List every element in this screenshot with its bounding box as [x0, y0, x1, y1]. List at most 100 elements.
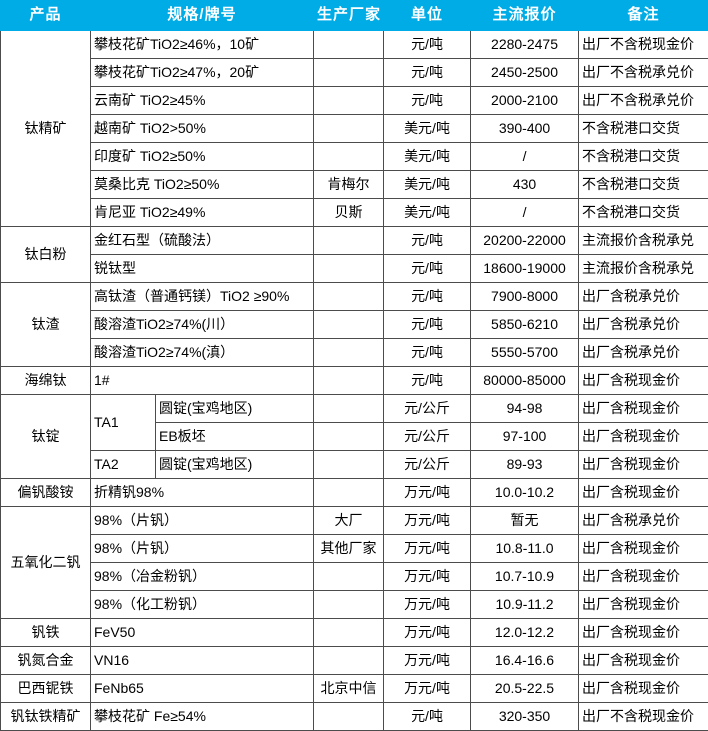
price-cell: 430: [470, 170, 580, 199]
remark-cell: 出厂不含税承兑价: [578, 86, 708, 115]
product-category-cell: 钒铁: [0, 618, 91, 647]
remark-cell: 主流报价含税承兑: [578, 254, 708, 283]
table-row: 攀枝花矿TiO2≥47%，20矿 元/吨 2450-2500 出厂不含税承兑价: [1, 58, 708, 87]
table-row: 印度矿 TiO2≥50% 美元/吨 / 不含税港口交货: [1, 142, 708, 171]
grade-cell: TA1: [90, 394, 156, 451]
manufacturer-cell: [313, 226, 385, 255]
unit-cell: 万元/吨: [383, 506, 472, 535]
remark-cell: 出厂含税现金价: [578, 394, 708, 423]
price-cell: 10.7-10.9: [470, 562, 580, 591]
unit-cell: 元/公斤: [383, 422, 472, 451]
price-cell: 390-400: [470, 114, 580, 143]
table-row: 钒氮合金 VN16 万元/吨 16.4-16.6 出厂含税现金价: [0, 646, 708, 675]
header-cell-manufacturer: 生产厂家: [313, 0, 385, 31]
spec-cell: 圆锭(宝鸡地区): [154, 394, 315, 423]
remark-cell: 出厂含税承兑价: [578, 310, 708, 339]
remark-cell: 出厂不含税现金价: [578, 30, 708, 59]
spec-cell: 98%（片钒）: [89, 534, 315, 563]
remark-cell: 不含税港口交货: [578, 114, 708, 143]
spec-cell: 攀枝花矿 Fe≥54%: [89, 702, 315, 731]
remark-cell: 出厂含税承兑价: [578, 282, 708, 311]
spec-cell: 印度矿 TiO2≥50%: [89, 142, 315, 171]
table-row: 钒钛铁精矿 攀枝花矿 Fe≥54% 元/吨 320-350 出厂不含税现金价: [0, 702, 708, 731]
remark-cell: 主流报价含税承兑: [578, 226, 708, 255]
price-cell: 20200-22000: [470, 226, 580, 255]
header-cell-spec: 规格/牌号: [89, 0, 315, 31]
price-cell: 2450-2500: [470, 58, 580, 87]
manufacturer-cell: [313, 30, 385, 59]
unit-cell: 元/吨: [383, 30, 472, 59]
table-row: TA2 圆锭(宝鸡地区) 元/公斤 89-93 出厂含税现金价: [1, 450, 708, 479]
manufacturer-cell: [313, 366, 385, 395]
remark-cell: 出厂不含税现金价: [578, 702, 708, 731]
product-category-cell: 钛锭: [0, 394, 91, 479]
unit-cell: 元/吨: [383, 366, 472, 395]
table-header: 产品 规格/牌号 生产厂家 单位 主流报价 备注: [0, 0, 708, 31]
remark-cell: 出厂含税现金价: [578, 450, 708, 479]
unit-cell: 元/吨: [383, 254, 472, 283]
manufacturer-cell: [313, 422, 385, 451]
unit-cell: 元/吨: [383, 226, 472, 255]
manufacturer-cell: [313, 478, 385, 507]
table-row: 海绵钛 1# 元/吨 80000-85000 出厂含税现金价: [0, 366, 708, 395]
manufacturer-cell: [313, 394, 385, 423]
product-category-cell: 钛渣: [0, 282, 91, 367]
table-row: 酸溶渣TiO2≥74%(川） 元/吨 5850-6210 出厂含税承兑价: [1, 310, 708, 339]
product-category-cell: 海绵钛: [0, 366, 91, 395]
unit-cell: 元/公斤: [383, 394, 472, 423]
spec-cell: 攀枝花矿TiO2≥46%，10矿: [89, 30, 315, 59]
remark-cell: 不含税港口交货: [578, 170, 708, 199]
remark-cell: 出厂含税现金价: [578, 478, 708, 507]
manufacturer-cell: 其他厂家: [313, 534, 385, 563]
spec-cell: 1#: [89, 366, 315, 395]
price-cell: 2280-2475: [470, 30, 580, 59]
manufacturer-cell: [313, 562, 385, 591]
manufacturer-cell: 北京中信: [313, 674, 385, 703]
price-cell: 暂无: [470, 506, 580, 535]
table-row: 钛锭 TA1 圆锭(宝鸡地区) 元/公斤 94-98 出厂含税现金价: [0, 394, 708, 479]
spec-cell: 高钛渣（普通钙镁）TiO2 ≥90%: [89, 282, 315, 311]
unit-cell: 万元/吨: [383, 646, 472, 675]
spec-cell: 莫桑比克 TiO2≥50%: [89, 170, 315, 199]
table-row: 钛精矿 攀枝花矿TiO2≥46%，10矿 元/吨 2280-2475 出厂不含税现金价: [0, 30, 708, 227]
remark-cell: 出厂不含税承兑价: [578, 58, 708, 87]
product-category-cell: 偏钒酸铵: [0, 478, 91, 507]
unit-cell: 元/吨: [383, 702, 472, 731]
spec-cell: FeV50: [89, 618, 315, 647]
manufacturer-cell: 大厂: [313, 506, 385, 535]
header-cell-price: 主流报价: [470, 0, 580, 31]
price-cell: 94-98: [470, 394, 580, 423]
header-cell-remark: 备注: [578, 0, 708, 31]
table-row: 云南矿 TiO2≥45% 元/吨 2000-2100 出厂不含税承兑价: [1, 86, 708, 115]
spec-cell: 云南矿 TiO2≥45%: [89, 86, 315, 115]
table-row: 钒铁 FeV50 万元/吨 12.0-12.2 出厂含税现金价: [0, 618, 708, 647]
spec-cell: 攀枝花矿TiO2≥47%，20矿: [89, 58, 315, 87]
price-cell: 18600-19000: [470, 254, 580, 283]
remark-cell: 出厂含税现金价: [578, 366, 708, 395]
remark-cell: 出厂含税现金价: [578, 534, 708, 563]
price-cell: /: [470, 198, 580, 227]
remark-cell: 不含税港口交货: [578, 198, 708, 227]
table-row: 酸溶渣TiO2≥74%(滇） 元/吨 5550-5700 出厂含税承兑价: [1, 338, 708, 367]
manufacturer-cell: [313, 114, 385, 143]
spec-cell: VN16: [89, 646, 315, 675]
manufacturer-cell: [313, 338, 385, 367]
manufacturer-cell: [313, 142, 385, 171]
price-cell: 10.0-10.2: [470, 478, 580, 507]
unit-cell: 美元/吨: [383, 170, 472, 199]
product-category-cell: 钒氮合金: [0, 646, 91, 675]
remark-cell: 出厂含税现金价: [578, 590, 708, 619]
remark-cell: 不含税港口交货: [578, 142, 708, 171]
table-body: 钛精矿 攀枝花矿TiO2≥46%，10矿 元/吨 2280-2475 出厂不含税现金价攀…: [0, 30, 708, 731]
price-cell: 320-350: [470, 702, 580, 731]
spec-cell: 锐钛型: [89, 254, 315, 283]
manufacturer-cell: [313, 282, 385, 311]
unit-cell: 美元/吨: [383, 198, 472, 227]
manufacturer-cell: [313, 86, 385, 115]
price-cell: 16.4-16.6: [470, 646, 580, 675]
product-category-cell: 钒钛铁精矿: [0, 702, 91, 731]
spec-cell: 98%（片钒）: [89, 506, 315, 535]
unit-cell: 元/公斤: [383, 450, 472, 479]
unit-cell: 万元/吨: [383, 618, 472, 647]
